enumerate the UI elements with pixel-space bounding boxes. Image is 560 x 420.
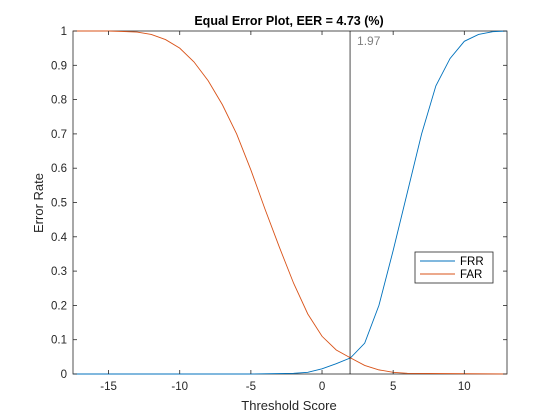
axes-box <box>72 30 508 375</box>
x-tick-label: 10 <box>458 381 471 393</box>
x-tick-label: -5 <box>246 381 256 393</box>
y-axis-label: Error Rate <box>31 173 46 233</box>
y-tick-label: 0.5 <box>51 198 67 210</box>
x-tick-label: -10 <box>171 381 188 393</box>
x-tick-label: 0 <box>319 381 325 393</box>
threshold-label: 1.97 <box>357 34 381 48</box>
y-tick-label: 0.1 <box>51 335 67 347</box>
series-line-frr <box>73 30 508 375</box>
series-line-far <box>73 30 508 375</box>
x-tick-label: -15 <box>100 381 117 393</box>
y-tick-label: 0.8 <box>51 95 67 107</box>
y-tick-label: 0.2 <box>51 300 67 312</box>
legend-box <box>414 251 494 284</box>
plot-area: 1.97 -15 -10 -5 0 5 10 0 0.1 0.2 0.3 0.4 0.5 0.6 0.7 0.… <box>51 26 508 393</box>
y-tick-label: 0.4 <box>51 232 68 244</box>
legend-entry-far: FAR <box>460 269 482 281</box>
y-tick-label: 0.3 <box>51 266 67 278</box>
y-tick-label: 1 <box>61 26 67 38</box>
legend-entry-frr: FRR <box>460 256 484 268</box>
chart-title: Equal Error Plot, EER = 4.73 (%) <box>194 14 383 28</box>
x-tick-label: 5 <box>390 381 396 393</box>
y-tick-label: 0.7 <box>51 129 67 141</box>
y-tick-label: 0.9 <box>51 60 67 72</box>
y-tick-label: 0.6 <box>51 163 67 175</box>
x-axis-label: Threshold Score <box>241 398 336 413</box>
y-tick-label: 0 <box>61 369 67 381</box>
